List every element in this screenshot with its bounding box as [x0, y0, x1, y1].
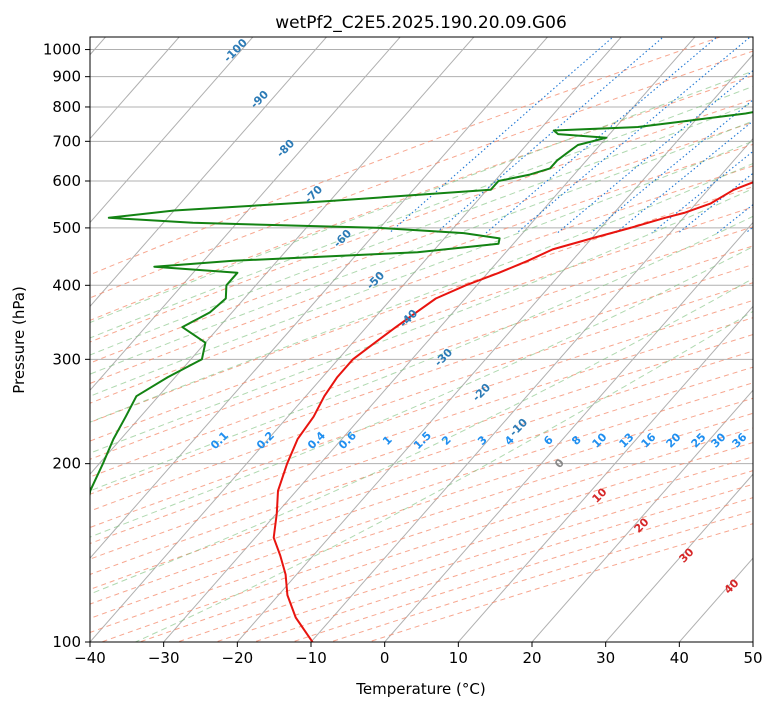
y-tick-label: 500: [52, 219, 81, 237]
y-tick-label: 800: [52, 98, 81, 116]
x-axis-label: Temperature (°C): [355, 680, 485, 698]
y-axis-label: Pressure (hPa): [10, 286, 28, 394]
x-tick-label: −30: [148, 649, 180, 667]
y-tick-label: 1000: [43, 41, 81, 59]
y-tick-label: 200: [52, 455, 81, 473]
x-tick-label: 20: [522, 649, 541, 667]
x-tick-label: 40: [670, 649, 689, 667]
x-tick-label: 10: [449, 649, 468, 667]
x-tick-label: −20: [222, 649, 254, 667]
x-tick-label: −40: [74, 649, 106, 667]
y-tick-label: 300: [52, 350, 81, 368]
y-tick-label: 400: [52, 276, 81, 294]
x-tick-label: −10: [295, 649, 327, 667]
y-tick-label: 100: [52, 633, 81, 651]
x-tick-label: 30: [596, 649, 615, 667]
y-tick-label: 600: [52, 172, 81, 190]
x-tick-label: 50: [743, 649, 762, 667]
y-tick-label: 900: [52, 68, 81, 86]
y-tick-label: 700: [52, 132, 81, 150]
x-tick-label: 0: [380, 649, 390, 667]
chart-title: wetPf2_C2E5.2025.190.20.09.G06: [275, 13, 567, 33]
